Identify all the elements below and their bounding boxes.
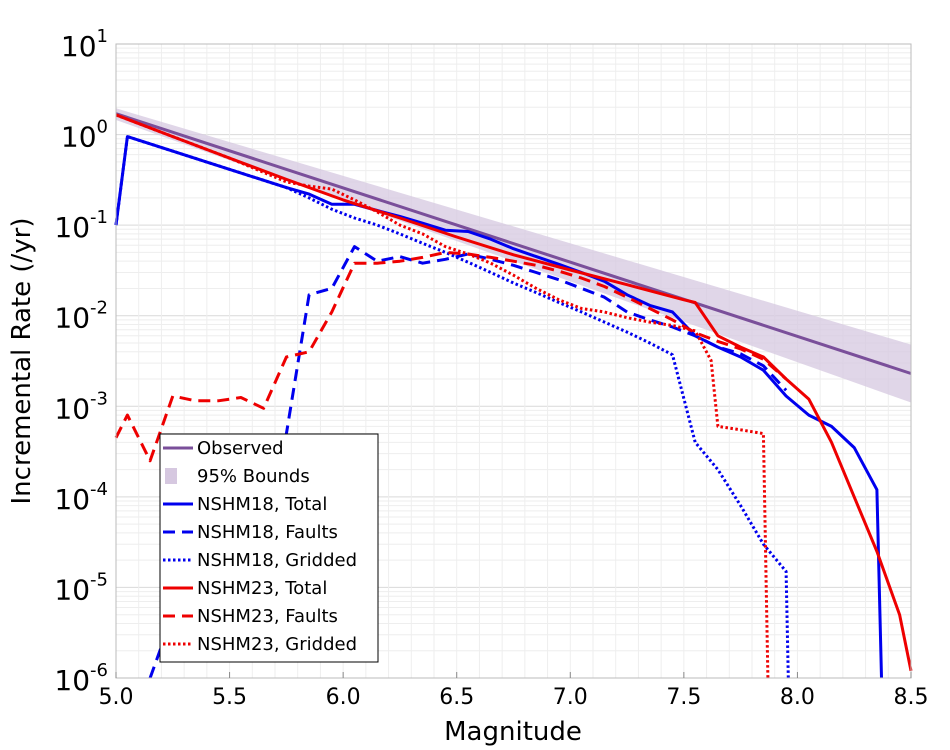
legend-label: Observed: [197, 438, 284, 459]
x-ticks: 5.0 5.5 6.0 6.5 7.0 7.5 8.0 8.5: [99, 672, 929, 710]
x-tick-label: 5.5: [212, 685, 247, 710]
y-tick-label: 10-6: [54, 660, 108, 697]
x-tick-label: 8.5: [894, 685, 929, 710]
x-tick-label: 6.0: [326, 685, 361, 710]
y-tick-label: 10-5: [54, 569, 108, 606]
plot-frame: [115, 43, 912, 679]
x-tick-label: 6.5: [439, 685, 474, 710]
series-nshm23-total: [115, 113, 913, 672]
legend: Observed 95% Bounds NSHM18, Total NSHM18, F…: [159, 433, 379, 663]
legend-label: NSHM23, Faults: [197, 606, 338, 627]
legend-box: [159, 433, 379, 663]
series-nshm18-faults: [148, 245, 788, 679]
y-tick-label: 10-1: [54, 207, 108, 244]
y-tick-label: 10-4: [54, 479, 108, 516]
x-axis-title: Magnitude: [444, 717, 582, 747]
series-nshm18-gridded: [114, 135, 790, 679]
y-tick-label: 100: [61, 117, 108, 154]
series-lines: [114, 112, 913, 679]
series-nshm18-total: [114, 135, 883, 679]
legend-label: NSHM23, Total: [197, 578, 327, 599]
series-nshm23-gridded: [115, 113, 770, 679]
y-tick-label: 10-3: [54, 388, 108, 425]
legend-label: NSHM23, Gridded: [197, 634, 357, 655]
y-tick-label: 10-2: [54, 298, 108, 335]
legend-label: NSHM18, Faults: [197, 522, 338, 543]
legend-label: NSHM18, Total: [197, 494, 327, 515]
series-observed: [115, 112, 912, 375]
y-tick-label: 101: [61, 26, 108, 63]
x-tick-label: 8.0: [780, 685, 815, 710]
y-ticks: 10-6 10-5 10-4 10-3 10-2 10-1 100 101: [54, 26, 108, 697]
series-nshm23-faults: [114, 250, 788, 463]
legend-label: 95% Bounds: [197, 466, 310, 487]
x-tick-label: 5.0: [99, 685, 134, 710]
legend-label: NSHM18, Gridded: [197, 550, 357, 571]
x-tick-label: 7.0: [553, 685, 588, 710]
y-axis-title: Incremental Rate (/yr): [7, 218, 37, 505]
x-tick-label: 7.5: [666, 685, 701, 710]
legend-swatch: [165, 468, 177, 484]
